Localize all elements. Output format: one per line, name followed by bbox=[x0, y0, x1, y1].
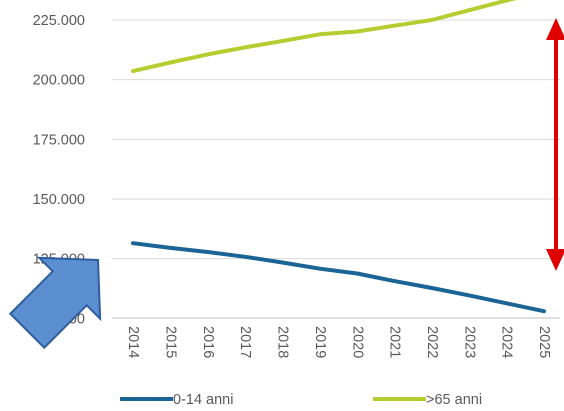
x-tick-label: 2018 bbox=[275, 326, 291, 358]
x-axis-ticks: 2014 2015 2016 2017 2018 2019 2020 2021 2022 2023… bbox=[125, 326, 552, 358]
gridlines bbox=[112, 19, 560, 260]
series-line-0 bbox=[131, 241, 546, 314]
x-tick-label: 2015 bbox=[163, 326, 179, 358]
red-arrowhead-bottom bbox=[546, 249, 564, 271]
y-tick-label: 150.000 bbox=[33, 192, 85, 208]
x-tick-label: 2021 bbox=[387, 326, 403, 358]
annotations bbox=[8, 18, 564, 350]
x-tick-label: 2017 bbox=[237, 326, 253, 358]
x-tick-label: 2020 bbox=[349, 326, 365, 358]
x-tick-label: 2014 bbox=[125, 326, 141, 358]
x-tick-label: 2025 bbox=[536, 326, 552, 358]
legend: 0-14 anni >65 anni bbox=[120, 392, 482, 408]
series-line-1 bbox=[131, 0, 517, 74]
y-tick-label: 175.000 bbox=[33, 132, 85, 148]
legend-label-0: 0-14 anni bbox=[173, 392, 233, 408]
y-tick-label: 225.000 bbox=[33, 13, 85, 29]
series-lines bbox=[131, 0, 546, 314]
red-arrowhead-top bbox=[546, 18, 564, 40]
y-tick-label: 200.000 bbox=[33, 73, 85, 89]
blue-block-arrow bbox=[8, 256, 102, 350]
x-tick-label: 2019 bbox=[312, 326, 328, 358]
x-tick-label: 2022 bbox=[424, 326, 440, 358]
x-tick-label: 2023 bbox=[461, 326, 477, 358]
legend-label-1: >65 anni bbox=[426, 392, 482, 408]
x-tick-label: 2016 bbox=[200, 326, 216, 358]
x-tick-label: 2024 bbox=[499, 326, 515, 358]
